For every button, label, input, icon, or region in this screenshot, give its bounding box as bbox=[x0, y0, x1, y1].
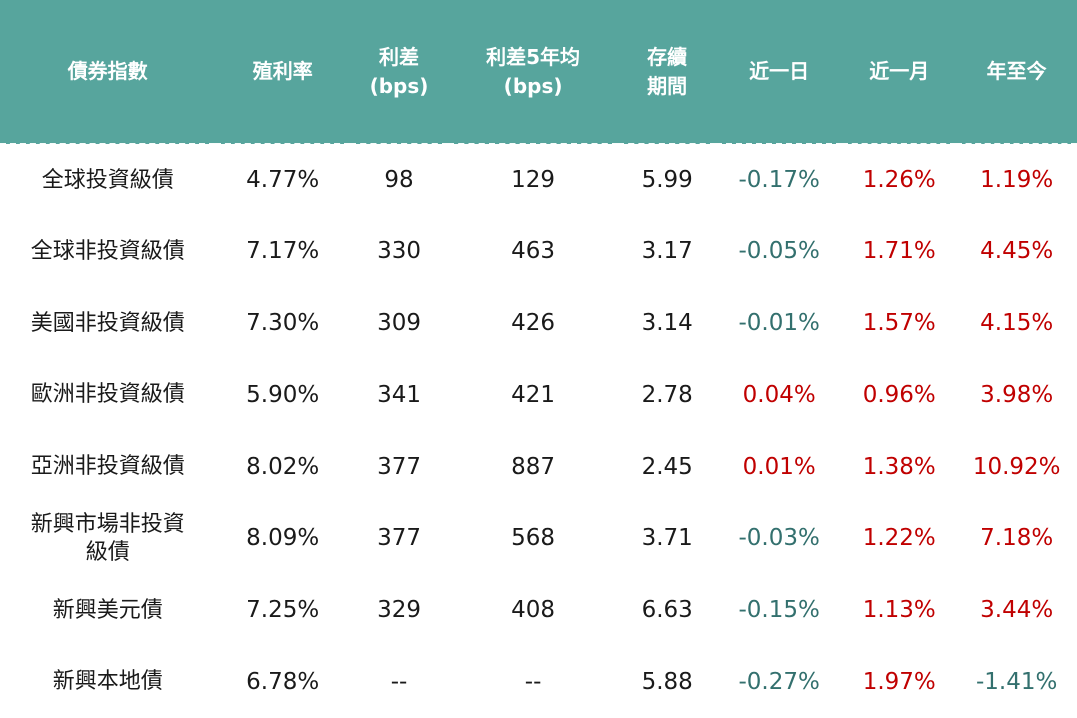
day-change-cell: 0.01% bbox=[742, 453, 816, 480]
column-header-ytd: 年至今 bbox=[956, 0, 1077, 145]
bond-name-cell: 新興本地債 bbox=[52, 669, 163, 695]
column-header-duration: 存續 期間 bbox=[618, 0, 717, 145]
spread-5y-cell: 568 bbox=[511, 525, 556, 552]
spread-5y-cell: 421 bbox=[511, 381, 556, 408]
ytd-change-cell: 3.98% bbox=[980, 381, 1054, 408]
day-change-cell: -0.05% bbox=[738, 238, 820, 265]
bond-name-cell: 新興市場非投資 級債 bbox=[30, 512, 185, 565]
day-change-cell: -0.17% bbox=[738, 167, 820, 193]
table-row: 新興本地債 6.78% -- -- 5.88 -0.27% 1.97% -1.4… bbox=[0, 646, 1077, 718]
bond-name-cell: 新興美元債 bbox=[52, 597, 163, 623]
month-change-cell: 1.22% bbox=[862, 525, 936, 552]
ytd-change-cell: 3.44% bbox=[980, 597, 1054, 623]
yield-cell: 8.02% bbox=[246, 453, 320, 480]
spread-cell: 377 bbox=[377, 453, 421, 480]
ytd-change-cell: -1.41% bbox=[975, 668, 1058, 695]
bond-name-cell: 美國非投資級債 bbox=[30, 310, 185, 336]
day-change-cell: -0.03% bbox=[738, 525, 820, 552]
ytd-change-cell: 4.45% bbox=[980, 238, 1054, 265]
duration-cell: 2.78 bbox=[641, 381, 693, 408]
spread-cell: 329 bbox=[377, 597, 421, 623]
yield-cell: 4.77% bbox=[246, 167, 320, 193]
duration-cell: 2.45 bbox=[641, 453, 693, 480]
month-change-cell: 1.57% bbox=[862, 310, 936, 336]
column-header-yield: 殖利率 bbox=[215, 0, 351, 145]
yield-cell: 5.90% bbox=[246, 381, 320, 408]
column-header-bond-index: 債券指數 bbox=[0, 0, 216, 145]
ytd-change-cell: 1.19% bbox=[980, 167, 1054, 193]
spread-5y-cell: 887 bbox=[511, 453, 556, 480]
month-change-cell: 1.97% bbox=[862, 668, 936, 695]
bond-name-cell: 全球投資級債 bbox=[41, 167, 174, 193]
duration-cell: 5.88 bbox=[641, 668, 693, 695]
ytd-change-cell: 7.18% bbox=[980, 525, 1054, 552]
yield-cell: 8.09% bbox=[246, 525, 320, 552]
spread-5y-cell: -- bbox=[524, 668, 542, 695]
month-change-cell: 1.71% bbox=[862, 238, 936, 265]
ytd-change-cell: 10.92% bbox=[972, 453, 1061, 480]
month-change-cell: 1.26% bbox=[862, 167, 936, 193]
column-header-1day: 近一日 bbox=[716, 0, 843, 145]
duration-cell: 3.17 bbox=[641, 238, 693, 265]
column-header-spread-5y-avg: 利差5年均 (bps) bbox=[448, 0, 619, 145]
month-change-cell: 1.38% bbox=[862, 453, 936, 480]
day-change-cell: -0.15% bbox=[738, 597, 820, 623]
day-change-cell: -0.27% bbox=[738, 668, 820, 695]
spread-cell: 98 bbox=[384, 167, 414, 193]
spread-5y-cell: 129 bbox=[511, 167, 556, 193]
spread-cell: 377 bbox=[377, 525, 421, 552]
table-row: 新興美元債 7.25% 329 408 6.63 -0.15% 1.13% 3.… bbox=[0, 575, 1077, 647]
table-row: 歐洲非投資級債 5.90% 341 421 2.78 0.04% 0.96% 3… bbox=[0, 359, 1077, 431]
day-change-cell: -0.01% bbox=[738, 310, 820, 336]
column-header-spread: 利差 (bps) bbox=[350, 0, 449, 145]
spread-cell: 330 bbox=[377, 238, 421, 265]
spread-5y-cell: 463 bbox=[511, 238, 556, 265]
table-row: 美國非投資級債 7.30% 309 426 3.14 -0.01% 1.57% … bbox=[0, 288, 1077, 360]
spread-cell: 309 bbox=[377, 310, 421, 336]
month-change-cell: 1.13% bbox=[862, 597, 936, 623]
duration-cell: 5.99 bbox=[641, 167, 693, 193]
yield-cell: 6.78% bbox=[246, 668, 320, 695]
bond-name-cell: 亞洲非投資級債 bbox=[30, 454, 185, 480]
day-change-cell: 0.04% bbox=[742, 381, 816, 408]
spread-cell: 341 bbox=[377, 381, 421, 408]
table-row: 全球投資級債 4.77% 98 129 5.99 -0.17% 1.26% 1.… bbox=[0, 144, 1077, 216]
spread-5y-cell: 426 bbox=[511, 310, 556, 336]
ytd-change-cell: 4.15% bbox=[980, 310, 1054, 336]
bond-name-cell: 歐洲非投資級債 bbox=[30, 382, 185, 408]
duration-cell: 6.63 bbox=[641, 597, 693, 623]
table-row: 新興市場非投資 級債 8.09% 377 568 3.71 -0.03% 1.2… bbox=[0, 503, 1077, 575]
spread-cell: -- bbox=[390, 668, 408, 695]
spread-5y-cell: 408 bbox=[511, 597, 556, 623]
yield-cell: 7.30% bbox=[246, 310, 320, 336]
yield-cell: 7.17% bbox=[246, 238, 320, 265]
duration-cell: 3.71 bbox=[641, 525, 693, 552]
column-header-1month: 近一月 bbox=[842, 0, 957, 145]
table-row: 亞洲非投資級債 8.02% 377 887 2.45 0.01% 1.38% 1… bbox=[0, 431, 1077, 503]
month-change-cell: 0.96% bbox=[862, 381, 936, 408]
bond-name-cell: 全球非投資級債 bbox=[30, 238, 185, 264]
yield-cell: 7.25% bbox=[246, 597, 320, 623]
header-row: 債券指數 殖利率 利差 (bps) 利差5年均 (bps) 存續 期間 近一日 … bbox=[0, 0, 1077, 145]
duration-cell: 3.14 bbox=[641, 310, 693, 336]
table-row: 全球非投資級債 7.17% 330 463 3.17 -0.05% 1.71% … bbox=[0, 216, 1077, 288]
